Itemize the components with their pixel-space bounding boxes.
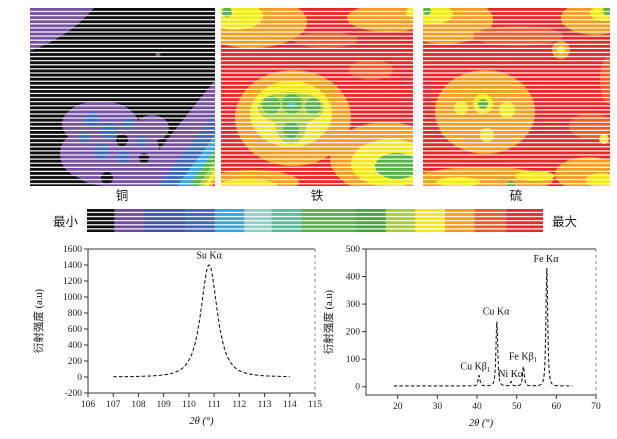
- spectrum-curve: [393, 267, 573, 387]
- scanlines-overlay: [87, 209, 543, 232]
- iron-map: [221, 8, 413, 186]
- scale-min-label: 最小: [53, 215, 79, 229]
- axis-frame: [365, 248, 596, 396]
- sulfur-map: [423, 8, 610, 186]
- y-tick-label: 1600: [63, 245, 82, 255]
- sulfur-spectrum-chart: 106 107 108 109 110 111 112 113 114 115 -200 0 200 40…: [32, 245, 322, 427]
- x-tick-label: 109: [157, 400, 172, 410]
- peak-label: Fe Kβ1: [509, 352, 538, 365]
- scanlines-overlay: [423, 8, 610, 186]
- scanlines-overlay: [221, 8, 413, 186]
- x-tick-label: 112: [232, 400, 246, 410]
- sulfur-map-label: 硫: [510, 188, 523, 203]
- color-scale-bar: [87, 209, 543, 232]
- peak-label: Fe Kα: [534, 254, 560, 265]
- x-tick-label: 114: [283, 400, 297, 410]
- iron-map-label: 铁: [311, 189, 324, 203]
- y-axis-label: 衍射强度 (a.u): [322, 289, 335, 354]
- x-tick-label: 111: [207, 400, 221, 410]
- y-tick-label: 400: [68, 341, 83, 351]
- y-tick-label: 800: [68, 309, 83, 319]
- x-tick-label: 107: [106, 400, 121, 410]
- scanlines-overlay: [30, 8, 215, 186]
- x-tick-label: 20: [393, 402, 403, 412]
- y-tick-label: 600: [68, 325, 83, 335]
- y-tick-label: 400: [346, 273, 361, 283]
- x-tick-label: 110: [182, 400, 196, 410]
- x-tick-label: 40: [472, 402, 482, 412]
- x-tick-label: 70: [591, 402, 601, 412]
- x-tick-label: 115: [308, 400, 322, 410]
- y-tick-label: 1200: [63, 277, 82, 287]
- axis-frame: [87, 248, 315, 394]
- x-axis-label: 2θ (°): [189, 416, 214, 427]
- peak-label: Cu Kβ1: [460, 362, 490, 375]
- y-tick-label: 1000: [63, 293, 82, 303]
- x-tick-label: 60: [552, 402, 562, 412]
- x-axis-label: 2θ (°): [469, 418, 494, 429]
- peak-label: Cu Kα: [483, 307, 510, 318]
- x-tick-label: 108: [131, 400, 146, 410]
- y-tick-label: 100: [346, 355, 361, 365]
- y-tick-label: 300: [346, 300, 361, 310]
- peak-label: Ni Kα: [498, 369, 524, 380]
- y-axis-label: 衍射强度 (a.u): [32, 288, 45, 353]
- peak-label: Su Kα: [196, 251, 222, 262]
- y-tick-label: 0: [77, 373, 82, 383]
- copper-map-label: 铜: [116, 188, 129, 203]
- x-tick-label: 30: [433, 402, 443, 412]
- spectrum-curve: [113, 264, 290, 378]
- x-tick-label: 50: [512, 402, 522, 412]
- x-tick-label: 113: [258, 400, 272, 410]
- y-tick-label: 200: [346, 328, 361, 338]
- element-maps: 铜 铁 硫 最小 最大: [30, 8, 610, 232]
- scale-max-label: 最大: [552, 215, 577, 229]
- x-tick-label: 106: [81, 400, 96, 410]
- y-tick-label: 0: [355, 383, 360, 393]
- y-tick-label: 1400: [63, 261, 82, 271]
- y-tick-label: 200: [68, 357, 83, 367]
- metal-spectrum-chart: 20 30 40 50 60 70 0 100 200 300 400 500 2θ (°) 衍射强度 (…: [322, 245, 601, 429]
- copper-map: [30, 8, 215, 186]
- y-tick-label: -200: [65, 389, 83, 399]
- y-tick-label: 500: [346, 245, 361, 255]
